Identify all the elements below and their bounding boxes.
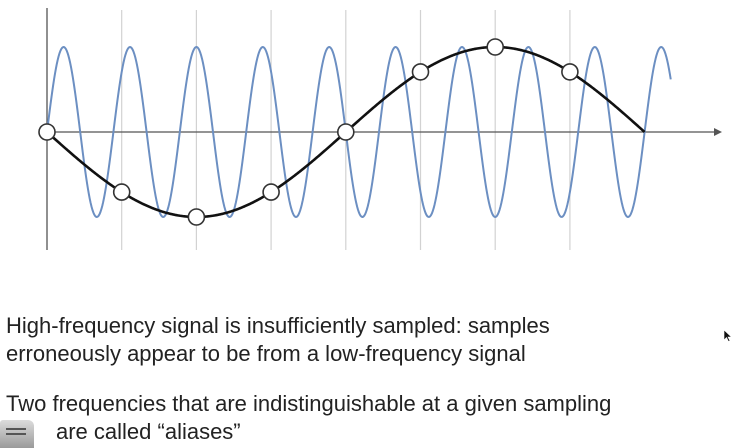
- caption-point-2: Two frequencies that are indistinguishab…: [6, 390, 611, 446]
- caption-1-line-1: High-frequency signal is insufficiently …: [6, 313, 550, 338]
- sample-point: [187, 208, 206, 226]
- caption-2-line-1: Two frequencies that are indistinguishab…: [6, 391, 612, 416]
- document-icon: [0, 420, 34, 448]
- sample-point: [486, 38, 505, 56]
- caption-2-line-2: are called “aliases”: [56, 419, 241, 444]
- caption-1-line-2: erroneously appear to be from a low-freq…: [6, 341, 526, 366]
- sample-point: [561, 63, 579, 81]
- mouse-cursor-icon: [724, 330, 732, 342]
- aliasing-diagram: [38, 8, 722, 250]
- sample-point: [336, 123, 355, 141]
- sample-point: [112, 183, 131, 201]
- caption-point-1: High-frequency signal is insufficiently …: [6, 312, 550, 368]
- high-frequency-signal-curve: [46, 46, 672, 218]
- sample-point: [262, 183, 280, 201]
- sample-point: [411, 63, 430, 81]
- x-axis-arrow-icon: [714, 128, 722, 136]
- sample-point: [38, 123, 56, 141]
